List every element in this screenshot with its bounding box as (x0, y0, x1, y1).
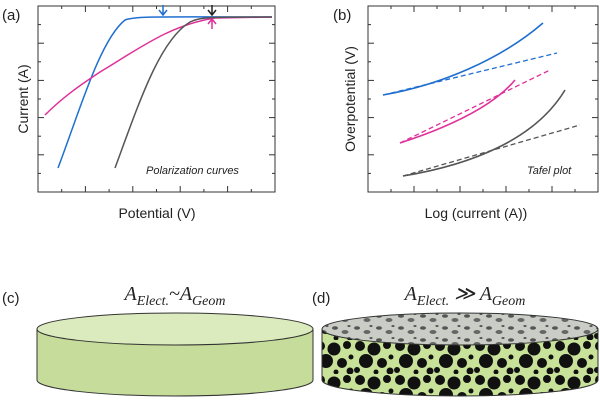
curve (44, 16, 273, 116)
arrow (207, 5, 217, 17)
cylinder-body (321, 328, 599, 397)
symbol: A (403, 283, 418, 305)
formula: AElect. ≫ AGeom (403, 283, 526, 309)
subscript: Geom (492, 294, 525, 309)
tangent (402, 124, 581, 177)
panel-label: (a) (2, 7, 20, 24)
x-axis-label: Potential (V) (118, 205, 195, 221)
panel-c: (c) AElect.~AGeom (2, 283, 314, 397)
arrow (207, 17, 217, 29)
symbol: A (478, 283, 493, 305)
curve (382, 22, 544, 96)
curve (114, 16, 273, 169)
subscript: Elect. (136, 294, 169, 309)
cylinder-body (36, 328, 314, 397)
arrow (158, 5, 168, 17)
curve (399, 79, 516, 144)
y-axis-label: Current (A) (15, 64, 31, 133)
ticks (368, 6, 598, 192)
panel-label: (b) (333, 7, 351, 24)
panel-label: (c) (2, 290, 20, 307)
symbol: A (123, 283, 138, 305)
curve (57, 16, 273, 169)
subscript: Geom (192, 294, 225, 309)
curve (402, 89, 566, 177)
relation: ~ (169, 283, 180, 305)
panel-label: (d) (312, 290, 330, 307)
y-axis-label: Overpotential (V) (342, 46, 358, 152)
panel-d: (d) AElect. ≫ AGeom (312, 283, 599, 397)
panel-a: (a) Polarization curves Potential (V) Cu… (2, 5, 276, 221)
panel-b: (b) Tafel plot Log (current (A)) Overpot… (333, 5, 599, 221)
ticks (38, 6, 275, 192)
tangent (399, 69, 551, 144)
cylinder-top (321, 312, 599, 346)
tangent (382, 52, 558, 96)
relation: ≫ (449, 283, 480, 305)
subscript: Elect. (416, 294, 449, 309)
cylinder-top (36, 312, 314, 346)
annotation: Polarization curves (146, 165, 239, 177)
annotation: Tafel plot (527, 165, 572, 177)
x-axis-label: Log (current (A)) (425, 205, 528, 221)
formula: AElect.~AGeom (123, 283, 226, 309)
symbol: A (178, 283, 193, 305)
